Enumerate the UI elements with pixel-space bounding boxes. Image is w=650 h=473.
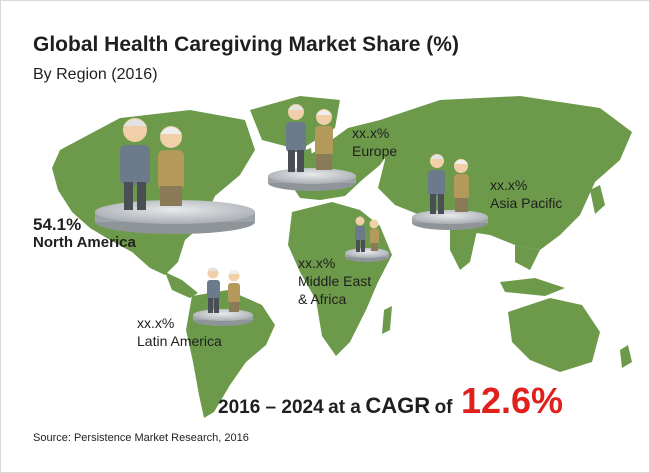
north-america-share: 54.1%: [33, 215, 82, 234]
asia-pacific-label: xx.x% Asia Pacific: [490, 176, 562, 212]
cagr-word: CAGR: [365, 393, 431, 418]
asia-pacific-share: xx.x%: [490, 177, 528, 193]
chart-subtitle: By Region (2016): [33, 66, 158, 83]
japan-island: [590, 185, 605, 214]
elderly-couple-icon: [355, 216, 379, 252]
europe-marker: [268, 104, 356, 191]
elderly-couple-icon: [286, 104, 333, 172]
latin-america-name: Latin America: [137, 333, 222, 349]
mea-share: xx.x%: [298, 255, 336, 271]
asia-landmass: [378, 96, 632, 250]
indonesia-islands: [500, 278, 565, 296]
source-note: Source: Persistence Market Research, 201…: [33, 432, 249, 444]
elderly-couple-icon: [428, 154, 469, 214]
elderly-couple-icon: [207, 267, 240, 313]
cagr-years: 2016 – 2024: [218, 397, 324, 418]
new-zealand-island: [620, 345, 632, 368]
north-america-marker: [95, 118, 255, 234]
north-america-name: North America: [33, 234, 136, 251]
cagr-value: 12.6%: [460, 380, 564, 421]
pedestal-top: [95, 200, 255, 224]
cagr-statement: 2016 – 2024 at a CAGR of 12.6%: [218, 380, 563, 422]
mea-name-line1: Middle East: [298, 273, 372, 289]
africa-landmass: [288, 202, 392, 356]
north-america-label: 54.1% North America: [33, 216, 136, 252]
north-america-landmass: [52, 110, 255, 275]
cagr-mid: at a: [328, 397, 361, 418]
europe-label: xx.x% Europe: [352, 124, 397, 160]
elderly-couple-icon: [120, 118, 184, 210]
central-america: [165, 272, 198, 298]
asia-pacific-marker: [412, 154, 488, 230]
asia-pacific-name: Asia Pacific: [490, 195, 563, 211]
mea-label: xx.x% Middle East & Africa: [298, 254, 371, 308]
mea-name-line2: & Africa: [298, 291, 347, 307]
mea-marker: [345, 216, 389, 262]
india-peninsula: [450, 222, 478, 270]
southeast-asia: [515, 245, 540, 270]
europe-name: Europe: [352, 143, 398, 159]
australia-landmass: [508, 298, 600, 372]
madagascar-island: [382, 306, 392, 334]
cagr-of: of: [434, 397, 453, 418]
latin-america-share: xx.x%: [137, 315, 175, 331]
latin-america-label: xx.x% Latin America: [137, 314, 222, 350]
latin-america-marker: [193, 267, 253, 326]
chart-title: Global Health Caregiving Market Share (%…: [33, 33, 459, 56]
europe-share: xx.x%: [352, 125, 390, 141]
